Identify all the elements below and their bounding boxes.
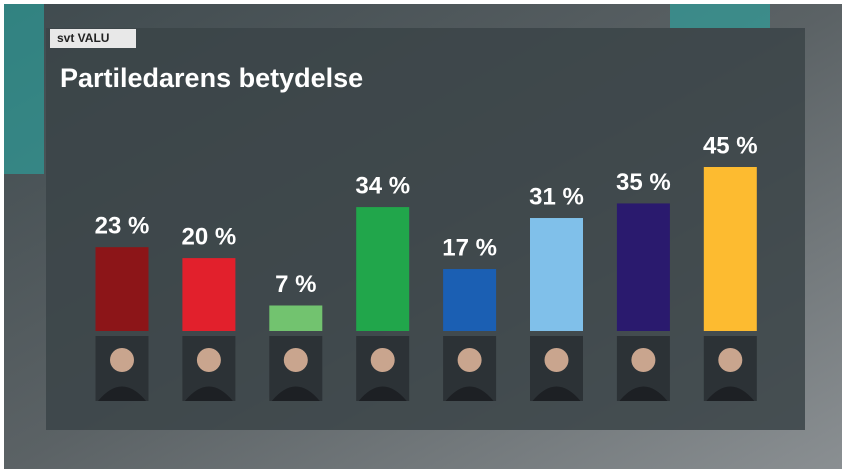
bar [443, 269, 497, 331]
portrait-head [196, 348, 221, 372]
chart-title: Partiledarens betydelse [60, 63, 363, 93]
value-label: 20 % [182, 223, 237, 250]
brand: svt VALU [57, 31, 109, 45]
value-label: 35 % [616, 169, 671, 196]
bar [530, 218, 583, 331]
portrait-head [718, 348, 743, 372]
portrait-body [271, 386, 320, 401]
portrait-head [631, 348, 656, 372]
value-label: 34 % [355, 172, 410, 199]
portrait-head [457, 348, 482, 372]
value-label: 7 % [275, 271, 316, 298]
portrait-body [619, 386, 668, 401]
portrait-body [184, 386, 233, 401]
bar [269, 305, 323, 331]
panel [46, 28, 805, 430]
portrait-body [358, 386, 407, 401]
value-label: 31 % [529, 183, 584, 210]
portrait-head [544, 348, 569, 372]
value-label: 45 % [703, 132, 758, 159]
portrait-body [532, 386, 581, 401]
portrait-body [98, 386, 146, 401]
value-label: 23 % [95, 213, 150, 240]
portrait-body [445, 386, 494, 401]
bar [703, 167, 757, 331]
portrait-head [370, 348, 395, 372]
bar [616, 203, 670, 331]
background-accent [670, 4, 770, 28]
bar [182, 258, 236, 331]
bar [356, 207, 410, 331]
background-accent [4, 4, 44, 174]
portrait-head [110, 348, 134, 372]
value-label: 17 % [442, 234, 497, 261]
bar [95, 247, 149, 331]
portrait-body [706, 386, 755, 401]
brand-badge [50, 29, 136, 48]
portrait-head [283, 348, 308, 372]
